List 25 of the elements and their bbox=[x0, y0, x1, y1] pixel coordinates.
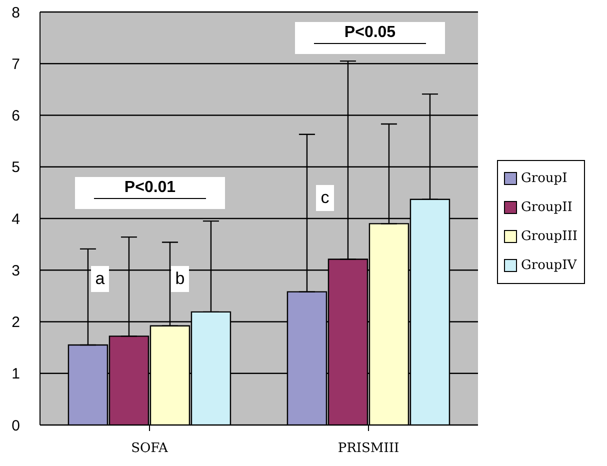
annotation: P<0.05 bbox=[314, 24, 426, 44]
note-box: b bbox=[171, 266, 189, 292]
y-tick-label: 1 bbox=[12, 366, 20, 383]
legend-label: GroupIII bbox=[521, 229, 578, 244]
legend-label: GroupII bbox=[521, 200, 572, 215]
y-tick-label: 0 bbox=[12, 417, 20, 434]
note-box: P<0.01 bbox=[75, 177, 225, 209]
y-tick-label: 2 bbox=[12, 314, 20, 332]
y-tick-label: 4 bbox=[12, 210, 20, 228]
y-tick-label: 5 bbox=[12, 159, 20, 176]
annotation: P<0.01 bbox=[94, 179, 206, 199]
legend-label: GroupIV bbox=[521, 258, 577, 273]
note-box: P<0.05 bbox=[295, 22, 445, 54]
annotation: a bbox=[95, 269, 105, 288]
y-tick-label: 3 bbox=[12, 262, 20, 280]
x-tick-label: SOFA bbox=[131, 441, 169, 456]
annotation: b bbox=[175, 269, 185, 288]
y-tick-label: 6 bbox=[12, 108, 20, 125]
note-box: a bbox=[91, 266, 109, 292]
annotation: c bbox=[320, 188, 330, 207]
note-box: c bbox=[316, 185, 334, 211]
y-tick-label: 7 bbox=[12, 56, 20, 73]
legend-label: GroupI bbox=[521, 171, 568, 186]
y-tick-label: 8 bbox=[12, 4, 20, 22]
x-tick-label: PRISMIII bbox=[338, 441, 400, 456]
